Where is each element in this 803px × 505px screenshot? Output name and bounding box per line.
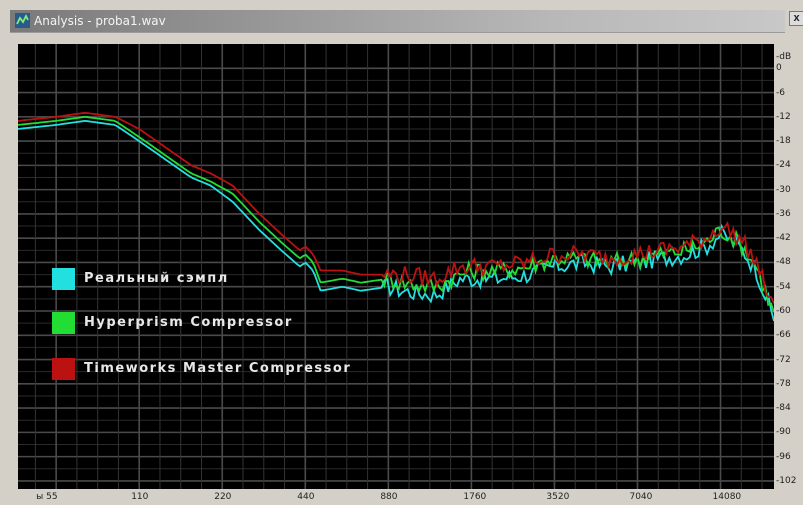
y-tick-label: -84 bbox=[776, 403, 791, 414]
spectrum-chart bbox=[18, 44, 774, 489]
title-bar[interactable]: Analysis - proba1.wav bbox=[10, 10, 785, 33]
y-tick-label: -12 bbox=[776, 111, 791, 122]
series-line-hyperprism bbox=[18, 115, 774, 313]
x-tick-label: 3520 bbox=[546, 492, 570, 502]
legend-label-hyperprism: Hyperprism Compressor bbox=[84, 315, 293, 330]
x-tick-label: 14080 bbox=[712, 492, 742, 502]
y-tick-label: -30 bbox=[776, 184, 791, 195]
y-tick-label: -18 bbox=[776, 136, 791, 147]
legend-swatch-timeworks bbox=[52, 358, 75, 380]
y-tick-label: -36 bbox=[776, 208, 791, 219]
y-tick-label: -66 bbox=[776, 330, 791, 341]
y-tick-label: -dB bbox=[776, 52, 792, 62]
legend-label-real-sample: Реальный сэмпл bbox=[84, 271, 229, 286]
y-tick-label: 0 bbox=[776, 63, 782, 74]
y-tick-label: -102 bbox=[776, 475, 797, 486]
x-tick-label: 1760 bbox=[463, 492, 487, 502]
y-tick-label: -6 bbox=[776, 87, 785, 98]
y-tick-label: -24 bbox=[776, 160, 791, 171]
x-tick-label: 880 bbox=[380, 492, 398, 502]
y-tick-label: -60 bbox=[776, 306, 791, 316]
x-tick-label: 220 bbox=[214, 492, 232, 502]
y-tick-label: -72 bbox=[776, 354, 791, 365]
legend-label-timeworks: Timeworks Master Compressor bbox=[84, 361, 352, 376]
window-title: Analysis - proba1.wav bbox=[34, 14, 166, 28]
close-button[interactable]: x bbox=[789, 11, 803, 26]
y-tick-label: -48 bbox=[776, 257, 791, 268]
series-line-timeworks bbox=[18, 111, 774, 305]
x-tick-label: 440 bbox=[297, 492, 315, 502]
legend-swatch-hyperprism bbox=[52, 312, 75, 334]
x-tick-label: 7040 bbox=[629, 492, 653, 502]
x-tick-label: ы 55 bbox=[36, 492, 58, 502]
series-line-real-sample bbox=[18, 119, 774, 322]
x-tick-label: 110 bbox=[131, 492, 149, 502]
legend-swatch-real-sample bbox=[52, 268, 75, 290]
analysis-app-icon bbox=[15, 13, 30, 28]
y-tick-label: -54 bbox=[776, 281, 791, 292]
y-tick-label: -42 bbox=[776, 233, 791, 244]
y-tick-label: -78 bbox=[776, 378, 791, 389]
y-tick-label: -90 bbox=[776, 427, 791, 438]
spectrum-plot bbox=[18, 44, 774, 489]
y-tick-label: -96 bbox=[776, 451, 791, 462]
